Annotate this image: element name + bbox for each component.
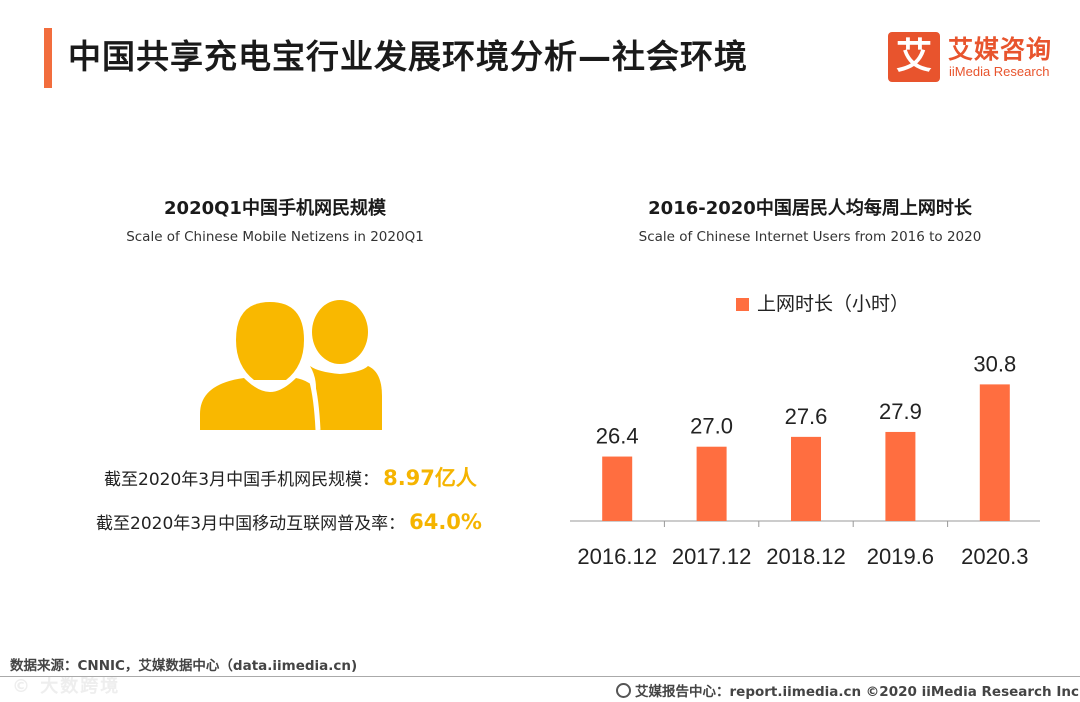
bar-2016.12	[602, 456, 633, 521]
x-tick-label: 2020.3	[961, 544, 1028, 569]
watermark: © 大数跨境	[12, 676, 121, 697]
mobile-netizen-stat: 截至2020年3月中国手机网民规模： 8.97亿人	[104, 462, 477, 492]
footer-report-text: 艾媒报告中心：report.iimedia.cn ©2020 iiMedia R…	[635, 684, 1079, 700]
page-title: 中国共享充电宝行业发展环境分析—社会环境	[68, 37, 748, 76]
right-chart-subtitle: Scale of Chinese Internet Users from 201…	[638, 229, 982, 245]
people-icon	[198, 296, 382, 432]
data-label: 30.8	[973, 351, 1016, 376]
data-label: 27.6	[785, 404, 828, 429]
bar-2019.6	[885, 431, 916, 521]
logo-english-name: iiMedia Research	[949, 64, 1050, 79]
footer-divider	[0, 676, 1080, 677]
logo-chinese-name: 艾媒咨询	[948, 35, 1053, 64]
bar-chart-svg: 上网时长（小时） 26.4 2016.12 27.0 2017.12 27.6 2018.1…	[570, 293, 1040, 569]
globe-icon	[616, 683, 631, 698]
back-person-head	[312, 300, 368, 364]
front-person-body	[200, 378, 324, 430]
bar-2018.12	[791, 436, 821, 521]
logo-mark-text: 艾	[895, 36, 932, 77]
back-person-body	[310, 366, 382, 430]
title-accent-bar	[44, 28, 52, 88]
left-chart-subtitle: Scale of Chinese Mobile Netizens in 2020…	[126, 229, 424, 245]
iimedia-logo: 艾 艾媒咨询 iiMedia Research	[888, 32, 1068, 84]
data-source: 数据来源：CNNIC，艾媒数据中心（data.iimedia.cn)	[10, 658, 358, 674]
x-tick-label: 2016.12	[577, 544, 657, 569]
data-label: 27.9	[879, 399, 922, 424]
legend-label: 上网时长（小时）	[757, 293, 909, 315]
stat-label: 截至2020年3月中国手机网民规模：	[104, 470, 380, 490]
weekly-online-hours-chart: 上网时长（小时） 26.4 2016.12 27.0 2017.12 27.6 2018.1…	[560, 290, 1050, 580]
x-tick-label: 2018.12	[766, 544, 846, 569]
logo-mark: 艾	[888, 32, 940, 82]
x-tick-label: 2017.12	[672, 544, 752, 569]
data-label: 26.4	[596, 424, 639, 449]
data-label: 27.0	[690, 414, 733, 439]
penetration-rate-stat: 截至2020年3月中国移动互联网普及率： 64.0%	[96, 509, 482, 534]
front-person-head	[236, 302, 304, 380]
right-chart-title: 2016-2020中国居民人均每周上网时长	[648, 198, 972, 219]
stat-label: 截至2020年3月中国移动互联网普及率：	[96, 514, 406, 534]
stat-value: 8.97亿人	[383, 466, 477, 490]
legend-swatch	[736, 298, 749, 311]
stat-value: 64.0%	[409, 510, 482, 534]
left-chart-title: 2020Q1中国手机网民规模	[164, 198, 386, 219]
x-tick-label: 2019.6	[867, 544, 934, 569]
bar-2017.12	[696, 446, 727, 521]
footer-report: 艾媒报告中心：report.iimedia.cn ©2020 iiMedia R…	[616, 680, 1079, 700]
bar-2020.3	[979, 384, 1010, 521]
